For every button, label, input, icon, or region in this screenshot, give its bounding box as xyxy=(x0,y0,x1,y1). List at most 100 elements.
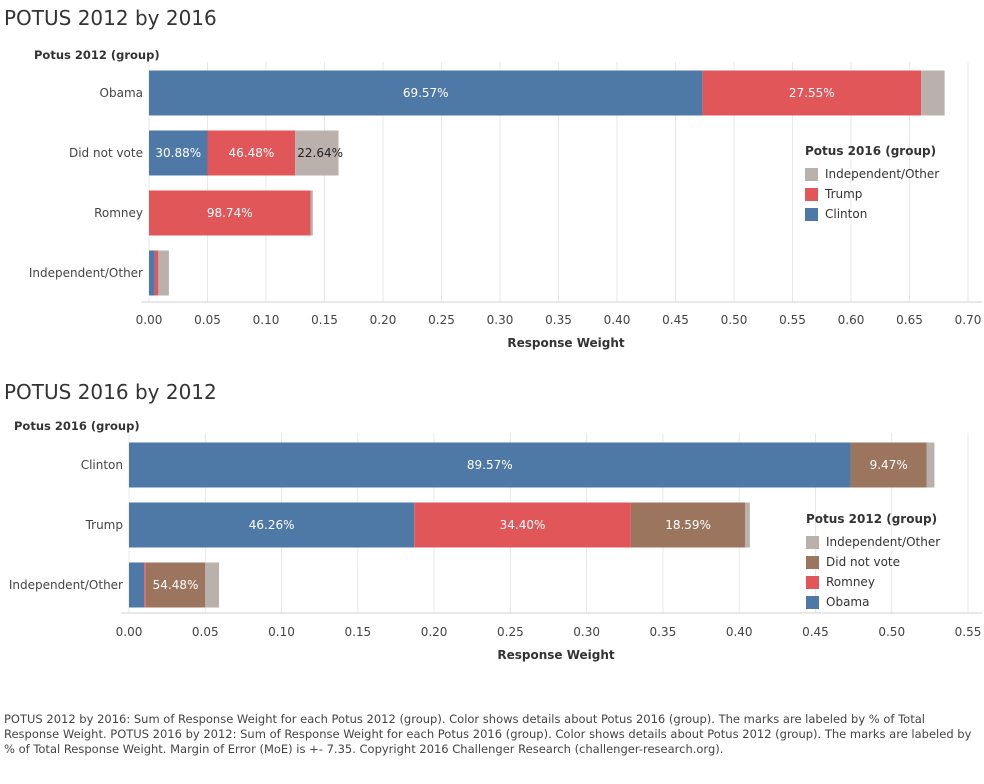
chart2-row-label-clinton: Clinton xyxy=(81,458,123,472)
legend-label: Clinton xyxy=(825,207,868,221)
chart1-bar-romney-trump[interactable] xyxy=(149,190,311,236)
chart1-data-label: 27.55% xyxy=(789,86,835,100)
chart2-data-label: 54.48% xyxy=(153,578,199,592)
chart2-x-tick-label: 0.00 xyxy=(116,625,143,639)
legend-swatch xyxy=(805,187,818,201)
chart2-row-group-title: Potus 2016 (group) xyxy=(14,419,140,433)
chart2-title: POTUS 2016 by 2012 xyxy=(4,380,217,404)
chart1-x-tick-label: 0.40 xyxy=(604,313,631,327)
chart2-x-tick-label: 0.25 xyxy=(497,625,524,639)
chart1-legend-title: Potus 2016 (group) xyxy=(805,144,937,158)
chart1-bar-obama-independent-other[interactable] xyxy=(921,70,945,116)
chart2-x-tick-label: 0.40 xyxy=(726,625,753,639)
chart1-x-tick-label: 0.60 xyxy=(838,313,865,327)
chart2-row-label-trump: Trump xyxy=(85,518,123,532)
chart2-bar-independent-other-did-not-vote[interactable] xyxy=(145,562,206,608)
chart1-bar-obama-trump[interactable] xyxy=(702,70,922,116)
chart2-legend-item-did-not-vote[interactable]: Did not vote xyxy=(806,552,940,572)
chart1-legend-item-independent-other[interactable]: Independent/Other xyxy=(805,164,939,184)
chart1-data-label: 22.64% xyxy=(297,146,343,160)
chart2-data-label: 89.57% xyxy=(467,458,513,472)
chart2-x-tick-label: 0.55 xyxy=(955,625,982,639)
legend-label: Obama xyxy=(826,595,870,609)
chart2-data-label: 18.59% xyxy=(665,518,711,532)
legend-swatch xyxy=(806,575,819,589)
chart1-bar-romney-independent-other[interactable] xyxy=(310,190,313,236)
chart2-x-axis-title: Response Weight xyxy=(497,648,615,662)
chart1-row-label-obama: Obama xyxy=(100,86,143,100)
chart1-bar-did-not-vote-independent-other[interactable] xyxy=(295,130,339,176)
chart2-x-tick-label: 0.10 xyxy=(268,625,295,639)
chart2-row-label-independent-other: Independent/Other xyxy=(9,578,123,592)
chart2-bar-trump-independent-other[interactable] xyxy=(745,502,750,548)
chart1-plot: 0.00 0.05 0.10 0.15 0.20 0.25 0.30 0.35 0.40 0.45… xyxy=(29,62,982,350)
chart2-x-tick-label: 0.50 xyxy=(878,625,905,639)
chart1-x-tick-label: 0.05 xyxy=(194,313,221,327)
chart1-legend-item-trump[interactable]: Trump xyxy=(805,184,939,204)
chart1-x-tick-label: 0.20 xyxy=(370,313,397,327)
chart2-data-label: 9.47% xyxy=(870,458,908,472)
chart1-data-label: 98.74% xyxy=(207,206,253,220)
chart1-bar-obama-clinton[interactable] xyxy=(149,70,703,116)
footer-caption: POTUS 2012 by 2016: Sum of Response Weig… xyxy=(4,712,972,756)
chart1-x-tick-label: 0.50 xyxy=(721,313,748,327)
legend-swatch xyxy=(806,535,819,549)
chart1-x-tick-label: 0.00 xyxy=(136,313,163,327)
chart2-x-tick-label: 0.15 xyxy=(344,625,371,639)
chart2-plot: 0.00 0.05 0.10 0.15 0.20 0.25 0.30 0.35 0.40 0.45… xyxy=(9,433,982,662)
chart1-data-label: 30.88% xyxy=(155,146,201,160)
chart2-x-tick-label: 0.45 xyxy=(802,625,829,639)
chart1-x-tick-label: 0.65 xyxy=(896,313,923,327)
chart1-title: POTUS 2012 by 2016 xyxy=(4,6,217,30)
chart2-x-tick-label: 0.30 xyxy=(573,625,600,639)
chart2-x-tick-label: 0.05 xyxy=(192,625,219,639)
chart1-row-label-independent-other: Independent/Other xyxy=(29,266,143,280)
legend-label: Independent/Other xyxy=(825,167,940,181)
legend-swatch xyxy=(805,167,818,181)
chart1-x-tick-label: 0.30 xyxy=(487,313,514,327)
chart1-x-tick-label: 0.35 xyxy=(545,313,572,327)
chart1-x-tick-label: 0.10 xyxy=(253,313,280,327)
chart2-bar-independent-other-obama[interactable] xyxy=(129,562,145,608)
chart1-x-axis-title: Response Weight xyxy=(507,336,625,350)
legend-swatch xyxy=(806,555,819,569)
chart1-x-tick-label: 0.25 xyxy=(428,313,455,327)
chart2-legend-item-romney[interactable]: Romney xyxy=(806,572,940,592)
chart2-bar-trump-obama[interactable] xyxy=(129,502,415,548)
chart2-data-label: 34.40% xyxy=(500,518,546,532)
chart2-bar-clinton-obama[interactable] xyxy=(129,442,851,488)
chart1-legend-item-clinton[interactable]: Clinton xyxy=(805,204,939,224)
chart1-bar-independent-other-clinton[interactable] xyxy=(149,250,155,296)
chart1-bar-independent-other-trump[interactable] xyxy=(154,250,159,296)
chart2-bar-trump-romney[interactable] xyxy=(414,502,631,548)
chart2-bar-clinton-independent-other[interactable] xyxy=(926,442,935,488)
chart1-row-label-did-not-vote: Did not vote xyxy=(69,146,143,160)
chart1-bar-did-not-vote-trump[interactable] xyxy=(207,130,296,176)
chart1-bar-independent-other-independent-other[interactable] xyxy=(158,250,169,296)
chart1-x-tick-label: 0.45 xyxy=(662,313,689,327)
legend-label: Did not vote xyxy=(826,555,901,569)
chart1-legend: Potus 2016 (group) Independent/Other Tru… xyxy=(805,144,939,224)
chart1-data-label: 46.48% xyxy=(228,146,274,160)
chart2-bar-independent-other-independent-other[interactable] xyxy=(205,562,220,608)
chart1-row-group-title: Potus 2012 (group) xyxy=(34,48,160,62)
legend-label: Independent/Other xyxy=(826,535,941,549)
chart1-data-label: 69.57% xyxy=(403,86,449,100)
chart2-legend-item-independent-other[interactable]: Independent/Other xyxy=(806,532,940,552)
chart2-x-tick-label: 0.20 xyxy=(421,625,448,639)
chart2-bar-independent-other-romney[interactable] xyxy=(144,562,146,608)
chart1-x-tick-label: 0.15 xyxy=(311,313,338,327)
chart1-x-tick-label: 0.55 xyxy=(779,313,806,327)
chart2-x-tick-label: 0.35 xyxy=(650,625,677,639)
chart2-bar-clinton-did-not-vote[interactable] xyxy=(850,442,927,488)
chart2-legend-title: Potus 2012 (group) xyxy=(806,512,938,526)
legend-swatch xyxy=(806,595,819,609)
legend-swatch xyxy=(805,207,818,221)
chart2-legend-item-obama[interactable]: Obama xyxy=(806,592,940,612)
chart1-x-tick-label: 0.70 xyxy=(955,313,982,327)
chart2-legend: Potus 2012 (group) Independent/Other Did… xyxy=(806,512,940,612)
legend-label: Romney xyxy=(826,575,875,589)
chart2-data-label: 46.26% xyxy=(249,518,295,532)
chart2-bar-trump-did-not-vote[interactable] xyxy=(630,502,746,548)
chart1-bar-did-not-vote-clinton[interactable] xyxy=(149,130,208,176)
